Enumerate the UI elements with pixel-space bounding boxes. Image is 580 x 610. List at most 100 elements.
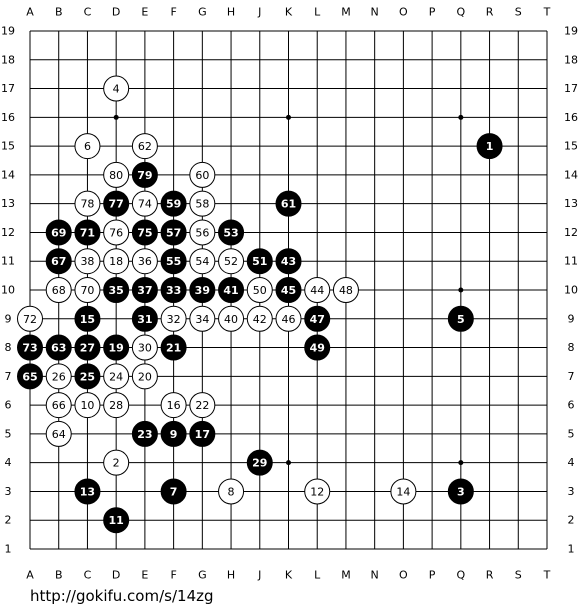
row-label: 4 bbox=[5, 456, 12, 469]
stone bbox=[160, 420, 187, 447]
stone bbox=[45, 219, 72, 246]
stone bbox=[304, 478, 331, 505]
move-number: 31 bbox=[137, 313, 152, 326]
move-number: 34 bbox=[195, 313, 209, 326]
move-number: 75 bbox=[137, 226, 152, 239]
row-label: 8 bbox=[5, 341, 12, 354]
move-number: 54 bbox=[195, 255, 209, 268]
move-number: 69 bbox=[51, 226, 66, 239]
move-number: 63 bbox=[51, 342, 66, 355]
stone bbox=[45, 277, 72, 303]
column-label: H bbox=[227, 6, 235, 19]
stone bbox=[45, 363, 72, 390]
stone bbox=[189, 420, 216, 447]
move-number: 45 bbox=[281, 284, 296, 297]
move-number: 10 bbox=[80, 399, 94, 412]
stone bbox=[275, 277, 302, 303]
stone bbox=[189, 161, 216, 188]
column-label: P bbox=[429, 6, 436, 19]
move-number: 23 bbox=[137, 428, 152, 441]
column-label: L bbox=[314, 6, 321, 19]
column-label: G bbox=[198, 569, 207, 582]
star-point bbox=[458, 114, 464, 120]
stone bbox=[103, 334, 130, 361]
stone bbox=[74, 190, 101, 217]
column-label: P bbox=[429, 569, 436, 582]
row-label: 14 bbox=[564, 168, 578, 181]
row-label: 15 bbox=[1, 140, 15, 153]
move-number: 24 bbox=[109, 370, 123, 383]
stone bbox=[74, 363, 101, 390]
move-number: 22 bbox=[195, 399, 209, 412]
move-number: 26 bbox=[52, 370, 66, 383]
row-label: 8 bbox=[568, 341, 575, 354]
stone bbox=[74, 277, 101, 303]
move-number: 44 bbox=[310, 284, 324, 297]
move-number: 28 bbox=[109, 399, 123, 412]
move-number: 73 bbox=[22, 342, 37, 355]
move-number: 41 bbox=[223, 284, 238, 297]
column-label: O bbox=[399, 6, 408, 19]
move-number: 59 bbox=[166, 198, 181, 211]
column-label: J bbox=[257, 569, 261, 582]
row-label: 16 bbox=[564, 111, 578, 124]
move-number: 30 bbox=[138, 342, 152, 355]
row-label: 2 bbox=[5, 514, 12, 527]
column-label: G bbox=[198, 6, 207, 19]
stone bbox=[189, 190, 216, 217]
stone bbox=[103, 248, 130, 275]
star-point bbox=[458, 460, 464, 466]
move-number: 58 bbox=[195, 198, 209, 211]
stone bbox=[74, 248, 101, 275]
move-number: 52 bbox=[224, 255, 238, 268]
stone bbox=[447, 305, 474, 332]
stone bbox=[103, 363, 130, 390]
move-number: 47 bbox=[310, 313, 325, 326]
stone bbox=[103, 190, 130, 217]
move-number: 43 bbox=[281, 255, 296, 268]
move-number: 19 bbox=[109, 342, 124, 355]
column-label: C bbox=[84, 569, 92, 582]
stone bbox=[45, 420, 72, 447]
row-label: 18 bbox=[1, 53, 15, 66]
stone bbox=[160, 305, 187, 332]
star-point bbox=[286, 460, 291, 466]
stone bbox=[160, 334, 187, 361]
move-number: 36 bbox=[138, 255, 152, 268]
column-label: R bbox=[486, 569, 494, 582]
move-number: 53 bbox=[223, 226, 238, 239]
row-label: 15 bbox=[564, 140, 578, 153]
row-label: 10 bbox=[1, 284, 15, 297]
move-number: 40 bbox=[224, 313, 238, 326]
move-number: 5 bbox=[457, 313, 465, 326]
stone bbox=[304, 277, 331, 303]
stone bbox=[103, 507, 130, 534]
move-number: 46 bbox=[282, 313, 296, 326]
stone bbox=[17, 363, 43, 390]
column-label: E bbox=[141, 569, 148, 582]
stone bbox=[74, 334, 101, 361]
column-label: D bbox=[112, 6, 120, 19]
star-point bbox=[286, 114, 291, 120]
column-label: O bbox=[399, 569, 408, 582]
stone bbox=[189, 277, 216, 303]
stone bbox=[160, 219, 187, 246]
move-number: 62 bbox=[138, 140, 152, 153]
stone bbox=[189, 248, 216, 275]
move-number: 72 bbox=[23, 313, 37, 326]
column-label: T bbox=[543, 569, 551, 582]
move-number: 25 bbox=[80, 370, 95, 383]
stone bbox=[17, 305, 43, 332]
move-number: 17 bbox=[195, 428, 210, 441]
stone bbox=[17, 334, 43, 361]
row-label: 5 bbox=[568, 427, 575, 440]
move-number: 29 bbox=[252, 457, 267, 470]
column-label: C bbox=[84, 6, 92, 19]
stone bbox=[160, 248, 187, 275]
stone bbox=[131, 161, 158, 188]
move-number: 37 bbox=[137, 284, 152, 297]
move-number: 65 bbox=[22, 370, 37, 383]
stone bbox=[74, 133, 101, 160]
row-label: 17 bbox=[1, 82, 15, 95]
